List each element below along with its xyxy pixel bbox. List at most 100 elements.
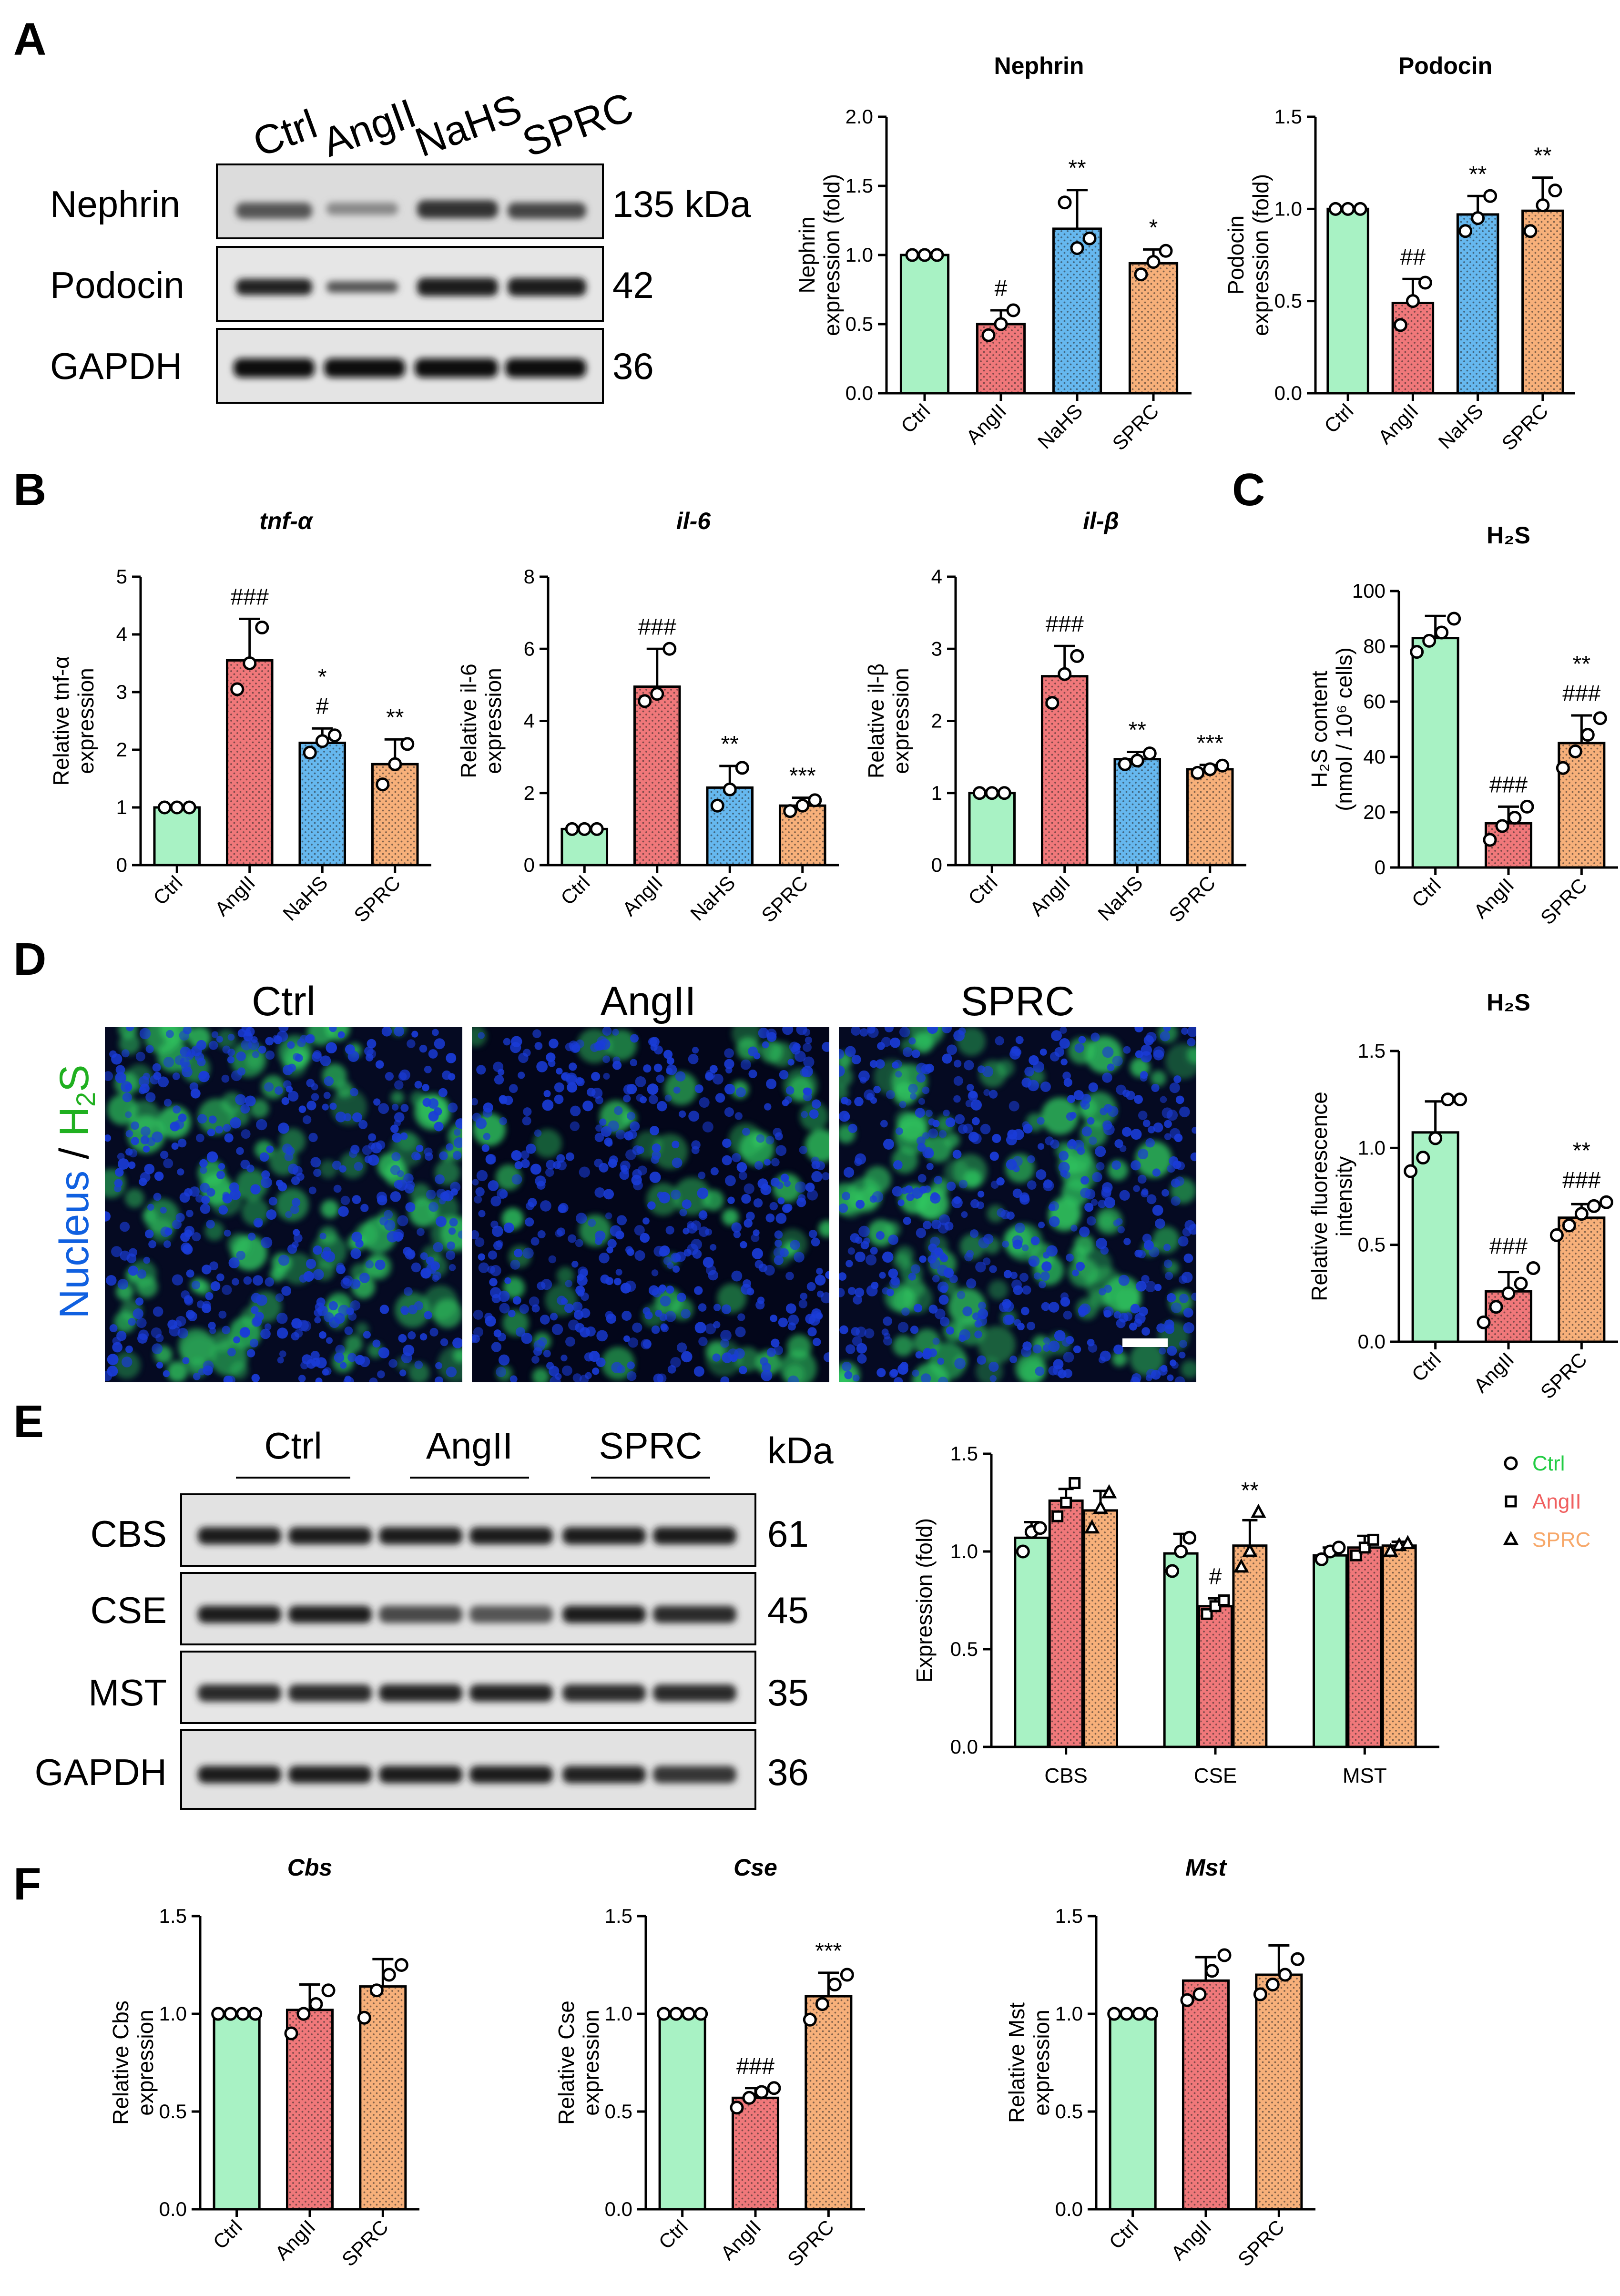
nucleus — [293, 1234, 303, 1243]
nucleus — [1102, 1072, 1112, 1083]
nucleus — [508, 1309, 516, 1317]
blot-e: Ctrl AngII SPRC kDa CBS CSE MST GAPDH 61… — [35, 1425, 834, 1810]
nucleus — [977, 1355, 987, 1365]
nucleus — [620, 1160, 631, 1171]
significance-label: ** — [386, 705, 404, 730]
nucleus — [877, 1042, 885, 1050]
bar-texture — [1560, 1219, 1603, 1340]
nucleus — [774, 1239, 782, 1247]
data-point — [1523, 224, 1538, 238]
nucleus — [536, 1181, 546, 1190]
data-point — [1489, 1300, 1503, 1314]
nucleus — [943, 1109, 950, 1117]
nucleus — [764, 1103, 772, 1111]
x-tick-label: NaHS — [1093, 871, 1147, 925]
h2s-signal — [1041, 1097, 1079, 1135]
nucleus — [206, 1188, 215, 1197]
nucleus — [989, 1152, 999, 1161]
nucleus — [765, 1213, 775, 1223]
micro-ylabel-s: S — [51, 1064, 97, 1092]
data-point — [1058, 195, 1072, 210]
data-point — [754, 2085, 769, 2099]
y-tick-label: 0.5 — [605, 2100, 632, 2123]
data-point — [985, 786, 999, 800]
bar — [1109, 2012, 1157, 2211]
nucleus — [1137, 1174, 1147, 1184]
nucleus — [246, 1164, 255, 1173]
nucleus — [135, 1297, 144, 1306]
nucleus — [498, 1290, 510, 1302]
micro-ylabel-h: H — [51, 1107, 97, 1136]
nucleus — [1151, 1369, 1161, 1380]
nucleus — [917, 1136, 926, 1145]
data-point — [1101, 1484, 1117, 1499]
nucleus — [653, 1063, 662, 1072]
nucleus — [259, 1152, 269, 1162]
nucleus — [665, 1225, 674, 1235]
nucleus — [892, 1061, 899, 1069]
nucleus — [803, 1043, 812, 1052]
nucleus — [306, 1079, 315, 1088]
h2s-signal — [390, 1091, 404, 1105]
nucleus — [785, 1272, 794, 1280]
nucleus — [489, 1278, 498, 1286]
nucleus — [1160, 1365, 1168, 1372]
nucleus — [1171, 1302, 1182, 1313]
bar-texture — [1257, 1976, 1300, 2208]
h2s-signal — [606, 1029, 637, 1061]
nucleus — [776, 1182, 784, 1189]
nucleus — [233, 1336, 241, 1344]
nucleus — [391, 1152, 401, 1162]
nucleus — [691, 1146, 700, 1154]
y-tick-label: 0.5 — [846, 313, 873, 335]
nucleus — [1134, 1027, 1143, 1032]
nucleus — [1053, 1359, 1064, 1370]
y-tick-label: 0.0 — [950, 1735, 978, 1758]
nucleus — [344, 1376, 352, 1382]
nucleus — [446, 1052, 457, 1063]
nucleus — [1179, 1106, 1190, 1118]
nucleus — [511, 1150, 522, 1161]
nucleus — [899, 1027, 910, 1038]
nucleus — [782, 1204, 791, 1213]
nucleus — [428, 1098, 439, 1109]
y-tick-label: 0 — [1375, 856, 1386, 878]
nucleus — [1095, 1146, 1106, 1157]
nucleus — [873, 1085, 881, 1093]
h2s-signal — [929, 1342, 967, 1380]
data-point — [1092, 1500, 1109, 1514]
nucleus — [1060, 1058, 1068, 1066]
nucleus — [428, 1202, 438, 1212]
nucleus — [738, 1171, 747, 1180]
band — [417, 200, 498, 218]
micro-layer — [839, 1027, 1196, 1382]
nucleus — [705, 1072, 714, 1081]
nucleus — [1078, 1036, 1086, 1044]
nucleus — [774, 1230, 783, 1239]
nucleus — [472, 1179, 479, 1186]
h2s-signal — [1152, 1226, 1180, 1253]
bar — [213, 2012, 261, 2211]
nucleus — [978, 1308, 988, 1319]
nucleus — [1090, 1032, 1100, 1042]
h2s-signal — [952, 1154, 988, 1189]
nucleus — [790, 1240, 800, 1250]
nucleus — [1174, 1133, 1183, 1143]
band — [469, 1684, 553, 1702]
nucleus — [1138, 1148, 1149, 1160]
blot-a-size-podocin: 42 — [612, 264, 654, 306]
y-tick-label: 3 — [116, 681, 127, 703]
nucleus — [268, 1197, 277, 1206]
nucleus — [514, 1161, 523, 1170]
data-point — [590, 822, 604, 836]
x-tick-label: SPRC — [783, 2215, 838, 2271]
nucleus — [1178, 1236, 1189, 1247]
nucleus — [579, 1375, 589, 1382]
nucleus — [565, 1280, 572, 1287]
nucleus — [1020, 1347, 1032, 1357]
nucleus — [1070, 1225, 1078, 1232]
nucleus — [404, 1287, 413, 1296]
y-tick-label: 1.5 — [159, 1905, 187, 1927]
